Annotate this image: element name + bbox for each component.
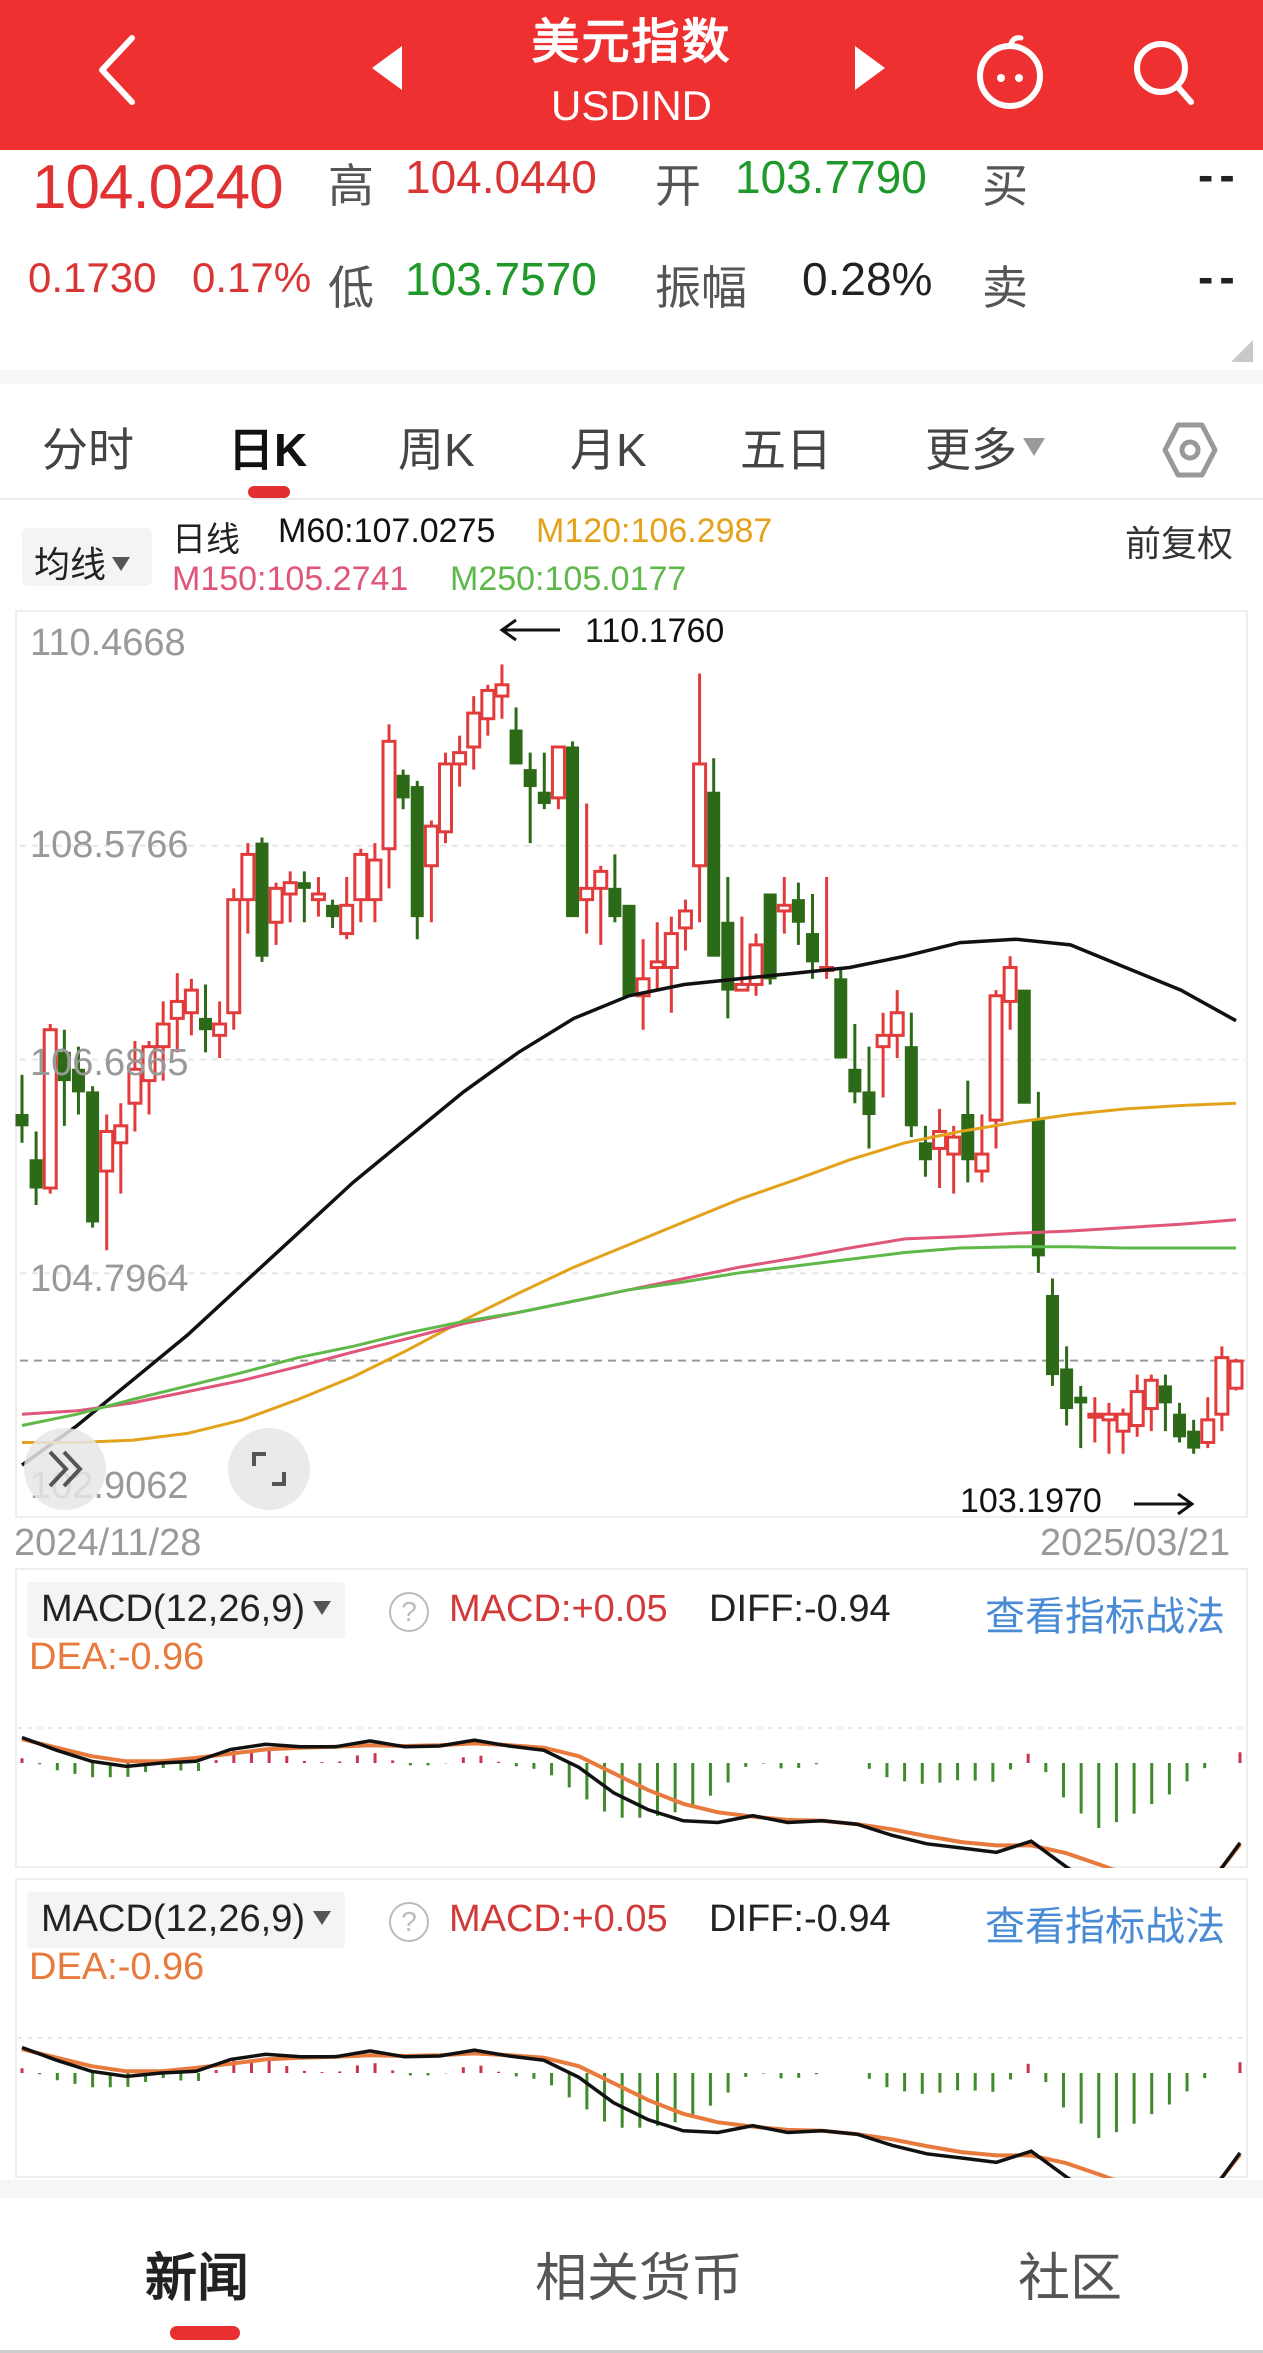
caret-down-icon <box>112 557 131 571</box>
divider <box>0 2180 1263 2198</box>
end-date: 2025/03/21 <box>1040 1522 1231 1564</box>
caret-down-icon <box>1023 438 1045 456</box>
amplitude-value: 0.28% <box>802 253 933 305</box>
buy-label: 买 <box>982 160 1028 212</box>
dea-value: DEA:-0.96 <box>29 1946 205 1988</box>
kline-svg <box>15 664 1245 1467</box>
dea-value: DEA:-0.96 <box>29 1636 205 1678</box>
question-circle-icon[interactable]: ? <box>389 1592 429 1632</box>
macd-svg <box>18 1727 1245 1868</box>
open-value: 103.7790 <box>735 151 927 203</box>
ma250-value: M250:105.0177 <box>450 560 687 598</box>
diff-value: DIFF:-0.94 <box>709 1898 891 1940</box>
y-axis-label: 106.6865 <box>30 1042 189 1084</box>
tab-five-day[interactable]: 五日 <box>740 424 832 476</box>
macd-svg <box>18 2037 1245 2178</box>
low-label: 低 <box>328 262 374 314</box>
tab-monthly-k[interactable]: 月K <box>570 424 647 476</box>
adjust-mode-button[interactable]: 前复权 <box>1125 523 1234 564</box>
macd-panel[interactable]: MACD(12,26,9) ? MACD:+0.05 DIFF:-0.94 查看… <box>15 1878 1248 2178</box>
back-chevron-icon[interactable] <box>90 30 150 110</box>
next-instrument-icon[interactable] <box>855 46 885 90</box>
tab-news[interactable]: 新闻 <box>145 2250 250 2308</box>
sell-label: 卖 <box>982 262 1028 314</box>
instrument-code: USDIND <box>550 82 712 129</box>
quote-panel: 104.0240 高 104.0440 开 103.7790 买 -- 0.17… <box>0 149 1263 370</box>
macd-panel[interactable]: MACD(12,26,9) ? MACD:+0.05 DIFF:-0.94 查看… <box>15 1568 1248 1868</box>
view-strategy-link[interactable]: 查看指标战法 <box>985 1905 1225 1949</box>
y-axis-label: 110.4668 <box>30 622 186 664</box>
active-tab-indicator <box>248 486 290 498</box>
caret-down-icon <box>312 1601 331 1615</box>
high-label: 高 <box>328 160 374 212</box>
ma150-value: M150:105.2741 <box>172 560 409 598</box>
tab-weekly-k[interactable]: 周K <box>398 424 475 476</box>
change-percent: 0.17% <box>192 254 312 301</box>
divider <box>0 370 1263 384</box>
tab-intraday[interactable]: 分时 <box>42 424 134 476</box>
macd-value: MACD:+0.05 <box>449 1588 668 1630</box>
question-circle-icon[interactable]: ? <box>389 1902 429 1942</box>
prev-instrument-icon[interactable] <box>372 46 402 90</box>
fullscreen-button[interactable] <box>228 1428 310 1510</box>
view-strategy-link[interactable]: 查看指标战法 <box>985 1595 1225 1639</box>
tab-daily-k[interactable]: 日K <box>228 424 308 476</box>
fullscreen-corners-icon <box>252 1452 286 1486</box>
start-date: 2024/11/28 <box>14 1522 202 1564</box>
tab-more[interactable]: 更多 <box>925 414 1045 480</box>
robot-assistant-icon[interactable] <box>965 30 1055 110</box>
y-axis-label: 104.7964 <box>30 1258 189 1300</box>
macd-selector-label: MACD(12,26,9) <box>41 1898 305 1940</box>
period-high-marker: 110.1760 <box>585 612 725 650</box>
macd-value: MACD:+0.05 <box>449 1898 668 1940</box>
ma60-value: M60:107.0275 <box>278 512 496 550</box>
expand-corner-icon[interactable] <box>1231 340 1253 362</box>
indicator-selector-label: 均线 <box>34 544 107 585</box>
tab-related-currencies[interactable]: 相关货币 <box>535 2250 744 2308</box>
macd-selector-label: MACD(12,26,9) <box>41 1588 305 1630</box>
indicator-selector[interactable]: 均线 <box>22 528 152 586</box>
double-chevron-right-icon <box>48 1450 83 1488</box>
search-icon[interactable] <box>1125 30 1205 110</box>
settings-hexagon-icon[interactable] <box>1160 420 1220 480</box>
macd-selector[interactable]: MACD(12,26,9) <box>27 1892 345 1948</box>
y-axis-label: 108.5766 <box>30 824 189 866</box>
change-value: 0.1730 <box>28 254 157 301</box>
period-low-marker: 103.1970 <box>960 1482 1102 1520</box>
macd-selector[interactable]: MACD(12,26,9) <box>27 1582 345 1638</box>
last-price: 104.0240 <box>32 153 284 222</box>
amplitude-label: 振幅 <box>655 262 747 314</box>
tab-community[interactable]: 社区 <box>1018 2250 1123 2308</box>
buy-value: -- <box>1198 149 1241 201</box>
low-value: 103.7570 <box>405 253 597 305</box>
arrow-right-icon <box>1134 1492 1195 1516</box>
period-label: 日线 <box>172 521 240 559</box>
bottom-tabs: 新闻 相关货币 社区 <box>0 2198 1263 2353</box>
kline-chart[interactable] <box>15 610 1248 1518</box>
sell-value: -- <box>1198 251 1241 303</box>
ma120-value: M120:106.2987 <box>536 512 773 550</box>
period-tabs: 分时 日K 周K 月K 五日 更多 <box>0 384 1263 500</box>
arrow-left-icon <box>499 618 560 642</box>
active-tab-indicator <box>170 2326 240 2340</box>
top-bar: 美元指数 USDIND <box>0 0 1263 150</box>
expand-chart-button[interactable] <box>24 1428 106 1510</box>
diff-value: DIFF:-0.94 <box>709 1588 891 1630</box>
caret-down-icon <box>312 1911 331 1925</box>
high-value: 104.0440 <box>405 151 597 203</box>
open-label: 开 <box>655 160 701 212</box>
page-title: 美元指数 <box>531 16 732 69</box>
tab-more-label: 更多 <box>925 424 1017 476</box>
